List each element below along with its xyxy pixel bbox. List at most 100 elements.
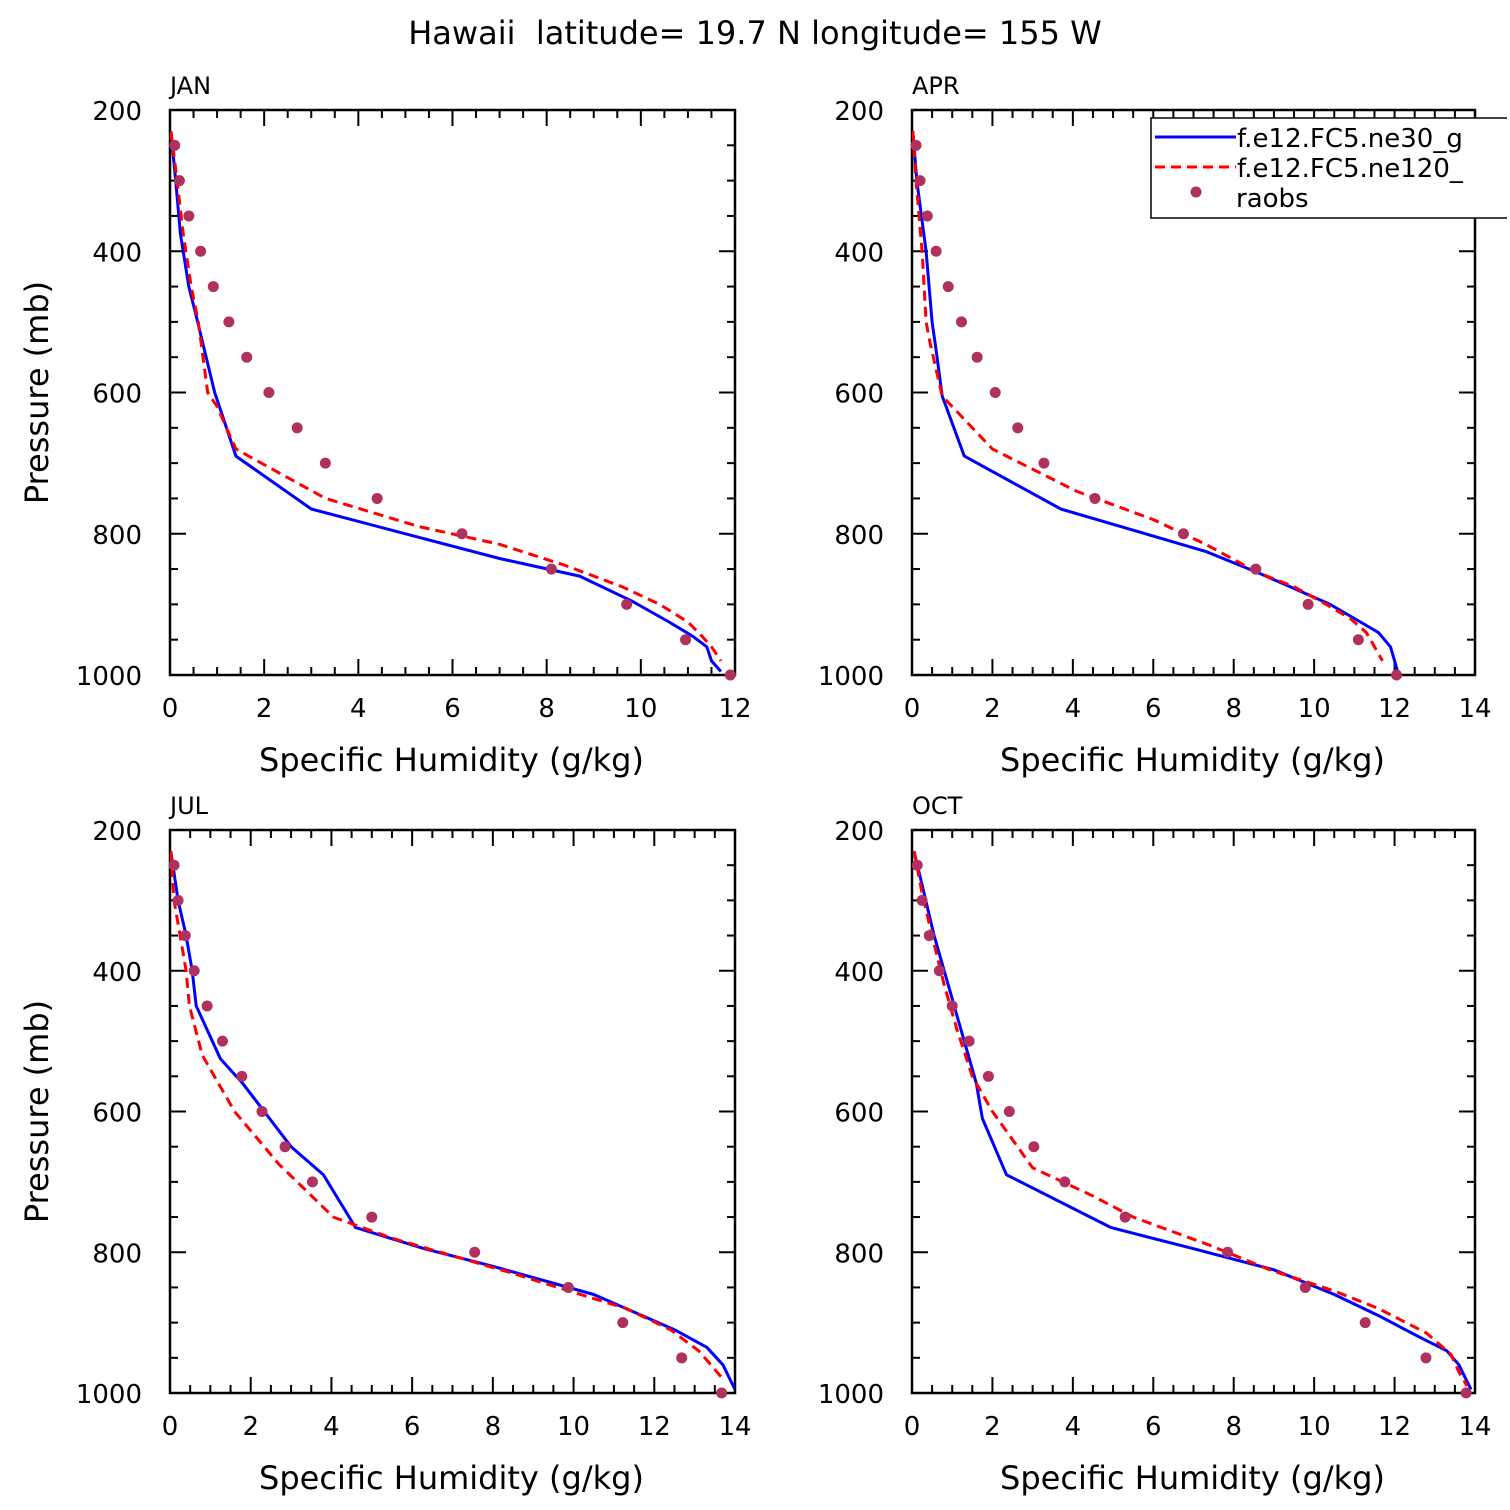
raobs-point [989, 387, 1001, 398]
panel-apr: 0 2 4 6 8 10 12 14 200 400 600 800 1000 APR Specific H… [818, 72, 1492, 779]
x-tick-label: 8 [1225, 1412, 1242, 1442]
raobs-point [1119, 1211, 1131, 1223]
x-tick-label: 2 [984, 1412, 1001, 1442]
x-tick-label: 14 [1458, 694, 1491, 724]
y-tick-label: 800 [92, 1239, 142, 1269]
y-tick-label: 800 [834, 1239, 884, 1269]
raobs-point [1028, 1141, 1040, 1153]
y-tick-label: 600 [92, 380, 142, 410]
ne30-series-line [912, 850, 1473, 1391]
x-tick-label: 10 [624, 694, 657, 724]
y-tick-label: 400 [834, 238, 884, 268]
x-tick-label: 14 [1458, 1412, 1491, 1442]
x-tick-label: 2 [256, 694, 273, 724]
raobs-point [366, 1211, 378, 1223]
x-tick-label: 4 [1065, 694, 1082, 724]
raobs-point [256, 1106, 268, 1117]
raobs-point [168, 859, 180, 871]
raobs-point [955, 316, 967, 328]
raobs-point [183, 210, 195, 222]
raobs-point [971, 351, 983, 363]
y-tick-label: 600 [834, 380, 884, 410]
raobs-point [1391, 669, 1403, 681]
raobs-point [179, 930, 191, 942]
x-tick-label: 0 [162, 1412, 179, 1442]
raobs-point [169, 139, 181, 151]
raobs-point [216, 1035, 228, 1047]
x-tick-label: 8 [538, 694, 555, 724]
x-tick-label: 0 [904, 1412, 921, 1442]
x-tick-label: 12 [1378, 694, 1411, 724]
plot-area [170, 850, 735, 1391]
panel-jan: 0 2 4 6 8 10 12 200 400 600 800 1000 JAN Specific Hum… [18, 72, 752, 779]
panel-oct: 0 2 4 6 8 10 12 14 200 400 600 800 1000 OCT Specific H… [818, 792, 1492, 1497]
raobs-point [1038, 457, 1050, 469]
x-tick-label: 2 [984, 694, 1001, 724]
raobs-point [1352, 634, 1364, 646]
x-axis-label: Specific Humidity (g/kg) [1000, 1459, 1385, 1497]
x-tick-label: 10 [557, 1412, 590, 1442]
raobs-point [1089, 492, 1101, 504]
x-tick-label: 14 [718, 1412, 751, 1442]
figure-title: Hawaii latitude= 19.7 N longitude= 155 W [408, 14, 1102, 52]
raobs-point [1222, 1246, 1234, 1258]
raobs-point [236, 1070, 248, 1082]
raobs-point [724, 669, 736, 681]
raobs-point [946, 1000, 958, 1012]
y-tick-label: 400 [92, 238, 142, 268]
panel-label: JAN [168, 72, 211, 100]
y-axis-label: Pressure (mb) [18, 1000, 56, 1223]
x-axis-label: Specific Humidity (g/kg) [1000, 741, 1385, 779]
x-tick-label: 4 [350, 694, 367, 724]
legend: f.e12.FC5.ne30_gf.e12.FC5.ne120_raobs [1150, 0, 1510, 1510]
raobs-point [617, 1317, 629, 1329]
raobs-point [371, 492, 383, 504]
x-axis-label: Specific Humidity (g/kg) [259, 741, 644, 779]
raobs-point [982, 1070, 994, 1082]
y-tick-label: 1000 [76, 1380, 142, 1410]
panel-label: JUL [168, 792, 209, 820]
raobs-point [195, 245, 207, 257]
raobs-point [933, 965, 945, 977]
legend-label: f.e12.FC5.ne120_ [1237, 154, 1464, 184]
raobs-point [207, 281, 219, 293]
x-tick-label: 10 [1298, 1412, 1331, 1442]
raobs-point [188, 965, 200, 977]
raobs-point [1359, 1317, 1371, 1329]
raobs-point [621, 598, 633, 610]
ne120-series-line [170, 131, 723, 662]
raobs-point [1003, 1106, 1015, 1117]
x-tick-label: 8 [485, 1412, 502, 1442]
y-tick-label: 200 [92, 817, 142, 847]
raobs-point [1250, 563, 1262, 575]
y-tick-label: 800 [834, 521, 884, 551]
raobs-point [1460, 1387, 1472, 1399]
x-tick-label: 6 [444, 694, 461, 724]
ne30-series-line [170, 131, 723, 673]
raobs-point [241, 351, 253, 363]
x-axis-label: Specific Humidity (g/kg) [259, 1459, 644, 1497]
raobs-point [1302, 598, 1314, 610]
y-axis-label: Pressure (mb) [18, 281, 56, 504]
raobs-point [910, 139, 922, 151]
x-tick-label: 12 [1378, 1412, 1411, 1442]
panel-label: APR [912, 72, 960, 100]
ne30-series-line [170, 850, 735, 1391]
raobs-point [1012, 422, 1024, 434]
plot-area [912, 131, 1401, 675]
y-tick-label: 200 [834, 817, 884, 847]
raobs-point [306, 1176, 318, 1188]
legend-marker-dot [1190, 186, 1202, 198]
raobs-point [676, 1352, 688, 1364]
raobs-point [916, 894, 928, 906]
raobs-point [680, 634, 692, 646]
y-tick-label: 200 [92, 97, 142, 127]
y-tick-label: 1000 [818, 1380, 884, 1410]
y-tick-label: 400 [834, 958, 884, 988]
raobs-point [963, 1035, 975, 1047]
x-tick-label: 6 [404, 1412, 421, 1442]
raobs-point [911, 859, 923, 871]
raobs-point [1299, 1281, 1311, 1293]
x-tick-label: 0 [904, 694, 921, 724]
